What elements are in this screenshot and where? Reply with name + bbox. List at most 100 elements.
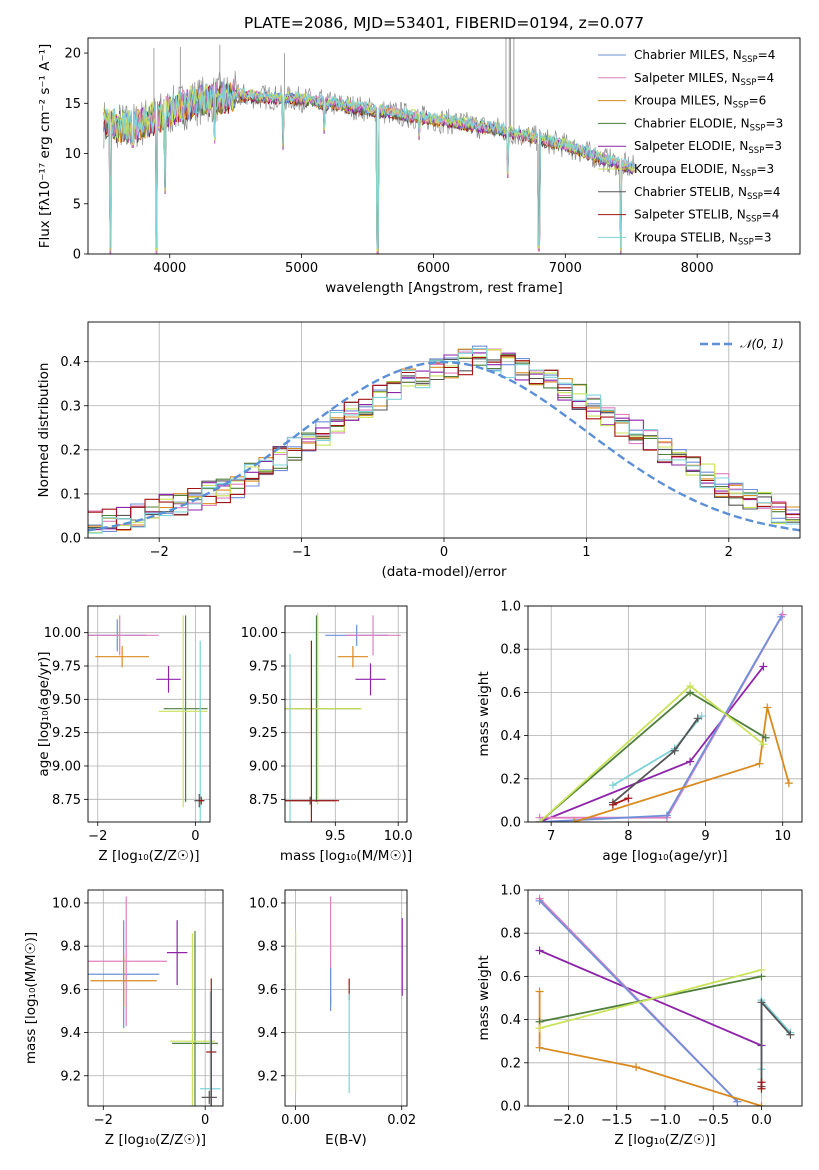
y-tick-label: 10.00: [241, 626, 278, 641]
weight-marker: [757, 1102, 766, 1106]
y-tick-label: 1.0: [500, 600, 521, 615]
y-tick-label: 5: [73, 197, 81, 212]
weight-line: [539, 691, 767, 822]
x-tick-label: 1: [582, 545, 590, 560]
y-tick-label: 9.8: [60, 940, 81, 955]
legend-entry: 𝒩(0, 1): [740, 337, 784, 351]
y-tick-label: 9.25: [52, 726, 81, 741]
weight-line: [760, 999, 792, 1087]
age-vs-mass-axes: 9.5 10.0 8.75 9.00 9.25 9.50 9.75 10.00 mass [lo…: [241, 605, 413, 864]
y-axis-label: Normed distribution: [36, 363, 52, 498]
y-tick-label: 0: [73, 248, 81, 263]
x-tick-label: 8000: [681, 261, 714, 276]
legend-entry: Kroupa STELIB, NSSP=3: [634, 230, 772, 247]
y-tick-label: 9.75: [249, 660, 278, 675]
x-axis-label: wavelength [Angstrom, rest frame]: [325, 280, 563, 296]
weight-marker: [535, 818, 544, 822]
y-axis-label: mass weight: [476, 671, 492, 756]
y-tick-label: 9.4: [60, 1026, 81, 1041]
x-axis-label: (data-model)/error: [381, 564, 507, 580]
x-axis-label: age [log₁₀(age/yr)]: [602, 848, 727, 864]
weight-marker: [624, 794, 633, 803]
y-tick-label: 9.25: [249, 726, 278, 741]
weight-marker: [786, 1030, 795, 1039]
plot-frame: [87, 605, 211, 823]
y-axis-label: age [log₁₀(age/yr)]: [36, 651, 52, 776]
weight-marker: [784, 779, 793, 788]
y-tick-label: 8.75: [249, 793, 278, 808]
y-tick-label: 0.4: [500, 1013, 521, 1028]
y-tick-label: 15: [64, 97, 81, 112]
y-tick-label: 0.8: [500, 927, 521, 942]
age-vs-Z-axes: −2 0 8.75 9.00 9.25 9.50 9.75 10.00 Z [log₁₀(Z/Z…: [36, 605, 211, 864]
weight-marker: [759, 740, 768, 749]
weight-marker: [535, 946, 544, 955]
plot-frame: [284, 605, 408, 823]
y-tick-label: 0.6: [500, 970, 521, 985]
y-tick-label: 0.4: [60, 355, 81, 370]
y-axis-label: mass weight: [476, 955, 492, 1040]
y-axis-label: Flux [fλ10⁻¹⁷ erg cm⁻² s⁻¹ A⁻¹]: [37, 44, 53, 249]
normal-curve: [88, 360, 800, 532]
x-axis-label: Z [log₁₀(Z/Z☉)]: [105, 1132, 206, 1148]
model-spectrum-line: [103, 81, 635, 249]
x-tick-label: 9.5: [325, 829, 346, 844]
residual-histogram: [88, 354, 800, 529]
weight-marker: [686, 757, 695, 766]
y-tick-label: 0.1: [60, 487, 81, 502]
x-tick-label: 6000: [417, 261, 450, 276]
y-tick-label: 0.8: [500, 643, 521, 658]
y-tick-label: 0.2: [500, 772, 521, 787]
figure-title: PLATE=2086, MJD=53401, FIBERID=0194, z=0…: [244, 14, 644, 32]
legend-entry: Salpeter STELIB, NSSP=4: [634, 208, 779, 225]
weight-marker: [693, 714, 702, 723]
x-axis-label: Z [log₁₀(Z/Z☉)]: [614, 1132, 715, 1148]
x-tick-label: −1.5: [601, 1113, 633, 1128]
y-tick-label: 20: [64, 47, 81, 62]
x-tick-label: 9: [701, 829, 709, 844]
y-tick-label: 8.75: [52, 793, 81, 808]
y-tick-label: 10: [64, 147, 81, 162]
plot-frame: [527, 889, 803, 1107]
plot-frame: [284, 889, 408, 1107]
plot-frame: [87, 37, 801, 255]
y-tick-label: 0.0: [500, 1100, 521, 1115]
y-tick-label: 0.2: [500, 1056, 521, 1071]
plot-frame: [87, 889, 224, 1107]
x-axis-label: E(B-V): [325, 1132, 367, 1148]
x-tick-label: 7: [547, 829, 555, 844]
y-tick-label: 0.0: [60, 532, 81, 547]
x-tick-label: 0.0: [751, 1113, 772, 1128]
x-tick-label: 7000: [549, 261, 582, 276]
weight-marker: [757, 965, 766, 974]
y-tick-label: 10.0: [249, 896, 278, 911]
x-tick-label: 10.0: [384, 829, 413, 844]
x-axis-label: Z [log₁₀(Z/Z☉)]: [98, 848, 199, 864]
x-tick-label: −2: [88, 829, 107, 844]
weight-line: [760, 997, 792, 1070]
x-tick-label: −2.0: [553, 1113, 585, 1128]
y-tick-label: 9.2: [257, 1069, 278, 1084]
mass-vs-Z-axes: −2 0 9.2 9.4 9.6 9.8 10.0 Z [log₁₀(Z/Z☉)] mass […: [23, 889, 224, 1148]
x-tick-label: −1.0: [649, 1113, 681, 1128]
weight-marker: [670, 746, 679, 755]
x-tick-label: 4000: [153, 261, 186, 276]
x-axis-label: mass [log₁₀(M/M☉)]: [280, 848, 412, 864]
y-tick-label: 9.4: [257, 1026, 278, 1041]
x-tick-label: −1: [292, 545, 311, 560]
legend-entry: Kroupa ELODIE, NSSP=3: [634, 162, 774, 179]
x-tick-label: 5000: [285, 261, 318, 276]
y-tick-label: 9.00: [249, 760, 278, 775]
y-tick-label: 9.6: [257, 983, 278, 998]
spectrum-axes: 4000 5000 6000 7000 8000 0 5 10 15 20 wavelength […: [37, 37, 801, 296]
weight-line: [612, 797, 629, 806]
x-tick-label: −2: [150, 545, 169, 560]
x-tick-label: 0.00: [281, 1113, 310, 1128]
weight-marker: [757, 998, 766, 1007]
weight-marker: [535, 1043, 544, 1052]
y-tick-label: 0.3: [60, 399, 81, 414]
weight-marker: [535, 987, 544, 996]
y-tick-label: 9.6: [60, 983, 81, 998]
weight-vs-age-axes: 7 8 9 10 0.0 0.2 0.4 0.6 0.8 1.0 age [log₁₀(age/yr…: [476, 600, 803, 864]
